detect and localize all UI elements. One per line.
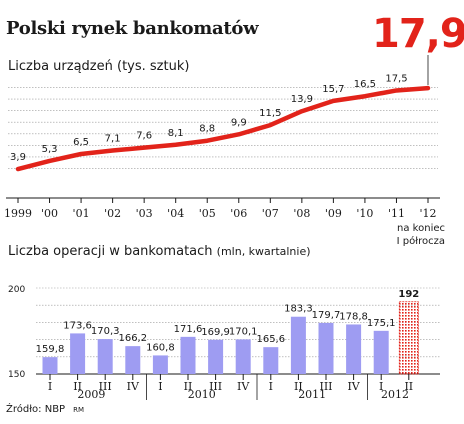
category-label: III <box>209 380 222 393</box>
x-tick-label: 1999 <box>4 207 32 220</box>
y-tick-label: 150 <box>8 370 25 380</box>
data-label: 16,5 <box>354 79 376 90</box>
x-tick-label: '01 <box>73 207 90 220</box>
category-label: II <box>73 380 82 393</box>
category-label: I <box>269 380 273 393</box>
data-label: 13,9 <box>291 94 313 105</box>
bar-data-label: 159,8 <box>36 344 65 355</box>
category-label: IV <box>237 380 250 393</box>
bar <box>97 339 113 374</box>
bar <box>180 336 196 374</box>
category-label: I <box>48 380 52 393</box>
category-label: I <box>158 380 162 393</box>
data-label: 11,5 <box>259 108 281 119</box>
bar <box>263 347 279 374</box>
bar-data-label: 183,3 <box>284 304 313 315</box>
x-tick-label: '09 <box>325 207 342 220</box>
bar <box>235 339 251 374</box>
bar-data-label: 160,8 <box>146 342 175 353</box>
bar-chart-title-unit: (mln, kwartalnie) <box>216 245 311 258</box>
year-label: 2012 <box>381 388 409 401</box>
data-label: 8,1 <box>168 128 184 139</box>
bar-data-label: 171,6 <box>174 324 203 335</box>
x-tick-label: '08 <box>293 207 310 220</box>
bar-data-label: 169,9 <box>201 327 230 338</box>
bar <box>42 357 58 374</box>
data-label: 8,8 <box>199 124 215 135</box>
category-label: IV <box>347 380 360 393</box>
data-label: 7,1 <box>105 134 121 145</box>
bar-data-label: 166,2 <box>118 333 147 344</box>
line-series <box>15 85 431 172</box>
bar <box>318 322 334 374</box>
bar-data-label: 179,7 <box>312 310 341 321</box>
data-label: 9,9 <box>231 117 247 128</box>
y-tick-label: 200 <box>8 285 25 295</box>
data-label: 3,9 <box>10 152 26 163</box>
category-label: II <box>184 380 193 393</box>
line-chart-title: Liczba urządzeń (tys. sztuk) <box>8 59 190 74</box>
source-line: Źródło: NBP RM <box>6 404 84 415</box>
highlight-value: 17,9 <box>372 11 464 57</box>
bar-forecast <box>398 301 419 375</box>
x-tick-label: '04 <box>167 207 184 220</box>
x-tick-label: '12 <box>419 207 436 220</box>
annotation-line2: I półrocza <box>397 235 445 247</box>
data-label: 17,5 <box>385 73 407 84</box>
data-label: 5,3 <box>42 144 58 155</box>
x-tick-label: '11 <box>388 207 405 220</box>
source-text: Źródło: NBP <box>6 404 66 415</box>
data-label: 7,6 <box>136 131 152 142</box>
x-tick-label: '07 <box>262 207 279 220</box>
credit-text: RM <box>73 406 84 414</box>
annotation-line1: na koniec <box>397 223 445 234</box>
bar <box>373 330 389 374</box>
bar <box>208 339 224 374</box>
chart-title: Polski rynek bankomatów <box>6 18 259 39</box>
category-label: III <box>99 380 112 393</box>
bar-data-label: 165,6 <box>256 334 285 345</box>
bar <box>125 346 141 374</box>
bar <box>346 324 362 374</box>
x-tick-label: '02 <box>104 207 121 220</box>
x-tick-label: '00 <box>41 207 58 220</box>
category-label: III <box>319 380 332 393</box>
data-label: 6,5 <box>73 137 89 148</box>
category-label: II <box>404 380 413 393</box>
category-label: I <box>379 380 383 393</box>
bar <box>290 316 306 374</box>
bar-chart-title-main: Liczba operacji w bankomatach <box>8 244 213 259</box>
bar-data-label: 170,1 <box>229 326 258 337</box>
year-label: 2010 <box>188 388 216 401</box>
x-tick-label: '05 <box>199 207 216 220</box>
bar-data-label: 173,6 <box>63 320 92 331</box>
bar-data-label: 170,3 <box>91 326 120 337</box>
year-label: 2009 <box>77 388 105 401</box>
category-label: II <box>294 380 303 393</box>
year-label: 2011 <box>298 388 326 401</box>
bar-data-label: 178,8 <box>339 311 368 322</box>
bar <box>152 355 168 374</box>
x-tick-label: '06 <box>230 207 247 220</box>
x-tick-label: '03 <box>136 207 153 220</box>
bar-data-label: 192 <box>398 289 419 300</box>
x-tick-label: '10 <box>356 207 373 220</box>
category-label: IV <box>127 380 140 393</box>
bar-chart-title: Liczba operacji w bankomatach (mln, kwar… <box>8 244 311 259</box>
data-label: 15,7 <box>322 84 344 95</box>
bar <box>70 333 86 374</box>
bar-data-label: 175,1 <box>367 318 396 329</box>
